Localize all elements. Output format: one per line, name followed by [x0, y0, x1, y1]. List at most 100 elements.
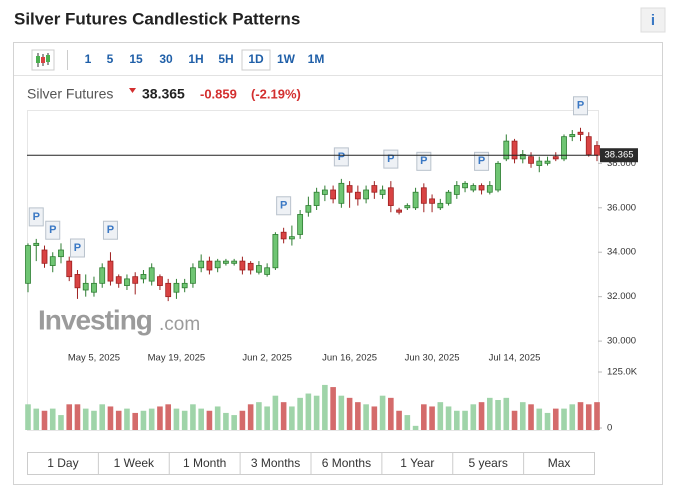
pattern-marker[interactable]: [45, 220, 61, 240]
pattern-marker-label[interactable]: P: [49, 224, 56, 236]
candle-body: [157, 276, 163, 286]
x-tick-label: May 19, 2025: [148, 353, 206, 364]
interval-button[interactable]: 1W: [277, 52, 296, 66]
candle-body: [313, 191, 320, 206]
pattern-marker[interactable]: [276, 196, 292, 216]
volume-bar: [256, 402, 262, 430]
candle-body: [255, 265, 262, 273]
candle-icon-button[interactable]: [31, 49, 55, 71]
volume-bar: [346, 397, 353, 430]
volume-bar: [536, 408, 543, 430]
candle-body: [264, 267, 271, 275]
pattern-marker-label[interactable]: P: [478, 155, 485, 167]
volume-bar: [198, 408, 204, 430]
quote-price: 38.365: [142, 86, 185, 102]
volume-bar: [115, 410, 122, 430]
candle-body: [305, 205, 312, 213]
y-tick-label: 30.000: [607, 336, 636, 347]
x-tick-label: Jun 2, 2025: [242, 353, 292, 364]
range-button[interactable]: Max: [548, 456, 571, 470]
volume-bar: [289, 406, 295, 430]
range-button[interactable]: 1 Month: [183, 456, 226, 470]
volume-bar: [181, 410, 188, 430]
range-button[interactable]: 6 Months: [322, 456, 371, 470]
interval-button[interactable]: 15: [129, 52, 143, 66]
pattern-marker-label[interactable]: P: [33, 211, 40, 223]
volume-bar: [239, 410, 246, 430]
candle-body: [569, 134, 576, 138]
range-button[interactable]: 1 Week: [114, 456, 155, 470]
candle-body: [107, 260, 114, 282]
candle-body: [231, 260, 238, 264]
interval-active[interactable]: [241, 49, 271, 71]
range-button[interactable]: 1 Day: [47, 456, 78, 470]
candle-body: [41, 249, 48, 264]
pattern-marker[interactable]: [102, 220, 118, 240]
interval-button[interactable]: 1H: [188, 52, 203, 66]
volume-bar: [74, 404, 81, 430]
volume-bar: [552, 408, 559, 430]
volume-bar: [132, 412, 139, 430]
y-tick-label: 32.000: [607, 291, 636, 302]
candle-body: [74, 274, 81, 289]
pattern-marker[interactable]: [383, 149, 399, 169]
pattern-marker-label[interactable]: P: [280, 200, 287, 212]
pattern-marker-label[interactable]: P: [338, 151, 345, 163]
info-icon[interactable]: i: [651, 12, 655, 29]
candle-body: [321, 189, 328, 195]
volume-bar: [404, 415, 411, 430]
candle-body: [206, 260, 213, 271]
pattern-marker-label[interactable]: P: [387, 153, 394, 165]
candle-body: [544, 160, 551, 164]
pattern-marker[interactable]: [333, 147, 349, 167]
candle-body: [519, 154, 526, 160]
candle-body: [585, 136, 592, 155]
x-tick-label: May 5, 2025: [68, 353, 120, 364]
volume-bar: [66, 404, 73, 430]
interval-button[interactable]: 5: [107, 52, 114, 66]
volume-bar: [511, 410, 518, 430]
interval-button[interactable]: 1: [85, 52, 92, 66]
pattern-marker-label[interactable]: P: [74, 242, 81, 254]
candle-body: [82, 282, 89, 291]
volume-bar: [330, 387, 336, 430]
range-button[interactable]: 5 years: [469, 456, 508, 470]
candle-body: [577, 131, 584, 135]
pattern-marker-label[interactable]: P: [107, 224, 114, 236]
range-button[interactable]: 3 Months: [251, 456, 300, 470]
interval-button[interactable]: 1D: [248, 52, 264, 66]
interval-button[interactable]: 30: [159, 52, 173, 66]
volume-bar: [148, 408, 155, 430]
volume-bar: [206, 410, 213, 430]
pattern-marker-label[interactable]: P: [420, 155, 427, 167]
interval-button[interactable]: 1M: [308, 52, 325, 66]
candle-body: [346, 185, 353, 193]
candle-body: [511, 140, 518, 160]
volume-bar: [33, 408, 40, 430]
pattern-marker[interactable]: [28, 207, 44, 227]
candle-body: [420, 187, 427, 204]
y-tick-label: 38.000: [607, 158, 636, 169]
interval-button[interactable]: 5H: [218, 52, 233, 66]
volume-bar: [214, 406, 221, 430]
pattern-marker[interactable]: [416, 151, 432, 171]
candle-body: [462, 182, 468, 189]
volume-bar: [462, 410, 468, 430]
volume-bar: [272, 395, 279, 430]
x-tick-label: Jun 30, 2025: [405, 353, 460, 364]
volume-bar: [338, 395, 345, 430]
info-button[interactable]: [640, 7, 666, 33]
volume-bar: [223, 412, 229, 430]
candle-body: [165, 282, 172, 298]
volume-bar: [25, 404, 31, 430]
pattern-marker[interactable]: [573, 96, 589, 116]
volume-bar: [280, 402, 287, 430]
range-button[interactable]: 1 Year: [400, 456, 434, 470]
volume-bar: [503, 397, 510, 430]
pattern-marker[interactable]: [474, 151, 490, 171]
pattern-marker[interactable]: [69, 238, 85, 258]
volume-bar: [165, 404, 171, 430]
down-arrow: [129, 88, 136, 93]
pattern-marker-label[interactable]: P: [577, 100, 584, 112]
